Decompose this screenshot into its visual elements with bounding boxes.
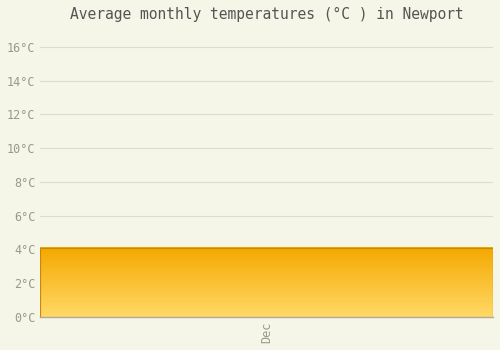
Title: Average monthly temperatures (°C ) in Newport: Average monthly temperatures (°C ) in Ne… xyxy=(70,7,464,22)
Bar xyxy=(40,248,493,317)
Bar xyxy=(40,248,493,317)
